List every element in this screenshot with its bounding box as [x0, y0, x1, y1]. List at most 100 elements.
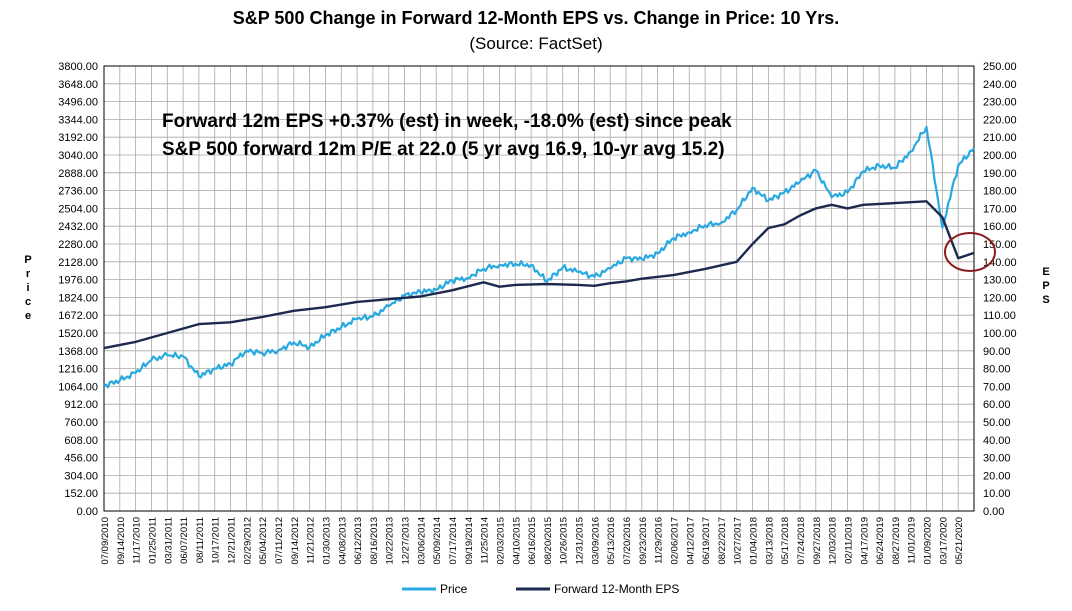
y2-tick-label: 120.00	[983, 292, 1017, 304]
right-axis-ticks: 0.00 10.00 20.00 30.00 40.00 50.00 60.00 70.00 8…	[983, 61, 1017, 518]
x-tick-label: 02/29/2012	[242, 517, 253, 565]
y2-tick-label: 110.00	[983, 310, 1016, 322]
right-axis-title: EPS	[1042, 266, 1049, 306]
y-tick-label: 1824.00	[58, 292, 98, 304]
y2-tick-label: 170.00	[983, 203, 1017, 215]
y-tick-label: 2736.00	[58, 186, 98, 198]
x-tick-label: 11/21/2012	[306, 517, 317, 564]
x-tick-label: 05/09/2014	[432, 517, 443, 565]
chart-title: S&P 500 Change in Forward 12-Month EPS v…	[233, 8, 840, 28]
left-axis-ticks: 0.00 152.00 304.00 456.00 608.00 760.00 912.00…	[58, 61, 98, 518]
x-tick-label: 10/27/2017	[733, 517, 744, 565]
y2-tick-label: 40.00	[983, 435, 1011, 447]
x-tick-label: 11/01/2019	[907, 517, 918, 564]
x-tick-label: 08/22/2017	[717, 517, 728, 565]
x-tick-label: 05/13/2016	[606, 517, 617, 565]
plot-area-border	[103, 65, 975, 512]
x-tick-label: 04/08/2013	[337, 517, 348, 565]
x-tick-label: 08/27/2019	[891, 517, 902, 565]
y-tick-label: 2504.00	[58, 203, 98, 215]
y2-tick-label: 90.00	[983, 346, 1011, 358]
x-tick-label: 11/17/2010	[132, 517, 143, 564]
y-tick-label: 1520.00	[58, 328, 98, 340]
eps-line	[103, 200, 975, 350]
chart-subtitle: (Source: FactSet)	[469, 34, 602, 53]
y-tick-label: 456.00	[64, 453, 98, 465]
y-tick-label: 3648.00	[58, 79, 98, 91]
x-tick-label: 03/06/2014	[416, 517, 427, 565]
x-tick-label: 09/14/2010	[116, 517, 127, 565]
x-tick-label: 12/31/2015	[575, 517, 586, 565]
y-tick-label: 1672.00	[58, 310, 98, 322]
x-tick-label: 07/20/2016	[622, 517, 633, 565]
y-tick-label: 608.00	[64, 435, 98, 447]
x-tick-label: 12/27/2013	[401, 517, 412, 565]
y-axis-title-letter: c	[25, 296, 31, 308]
y-tick-label: 1064.00	[58, 381, 98, 393]
y-axis-title-letter: P	[24, 254, 31, 266]
x-tick-label: 01/30/2013	[321, 517, 332, 565]
x-tick-label: 03/13/2018	[764, 517, 775, 565]
y2-axis-title-letter: S	[1042, 294, 1049, 306]
x-tick-label: 02/06/2017	[669, 517, 680, 565]
x-tick-label: 12/03/2018	[828, 517, 839, 565]
y2-tick-label: 10.00	[983, 488, 1011, 500]
y-tick-label: 1368.00	[58, 346, 98, 358]
x-tick-label: 06/07/2011	[179, 517, 190, 564]
y-tick-label: 2432.00	[58, 221, 98, 233]
y2-axis-title-letter: E	[1042, 266, 1049, 278]
y-tick-label: 304.00	[64, 470, 98, 482]
x-tick-label: 01/25/2011	[147, 517, 158, 564]
x-tick-label: 01/09/2020	[923, 517, 934, 565]
annotation-line-2: S&P 500 forward 12m P/E at 22.0 (5 yr av…	[162, 139, 725, 160]
y2-tick-label: 220.00	[983, 114, 1017, 126]
y-axis-title-letter: e	[25, 310, 31, 322]
x-tick-label: 09/23/2016	[638, 517, 649, 565]
y-tick-label: 3344.00	[58, 114, 98, 126]
x-tick-label: 07/11/2012	[274, 517, 285, 564]
y-axis-title-letter: i	[26, 282, 29, 294]
y2-tick-label: 100.00	[983, 328, 1017, 340]
y-axis-title-letter: r	[26, 268, 31, 280]
y-tick-label: 1976.00	[58, 275, 98, 287]
y2-tick-label: 150.00	[983, 239, 1017, 251]
y2-tick-label: 0.00	[983, 506, 1004, 518]
x-axis-ticks: 07/09/2010 09/14/2010 11/17/2010 01/25/2011…	[100, 517, 965, 565]
y2-tick-label: 30.00	[983, 453, 1011, 465]
x-tick-label: 05/04/2012	[258, 517, 269, 565]
y-tick-label: 3040.00	[58, 150, 98, 162]
y-tick-label: 152.00	[64, 488, 98, 500]
y-tick-label: 2888.00	[58, 168, 98, 180]
x-tick-label: 09/14/2012	[290, 517, 301, 565]
x-tick-label: 02/11/2019	[843, 517, 854, 564]
y2-tick-label: 130.00	[983, 275, 1017, 287]
x-tick-label: 02/03/2015	[495, 517, 506, 565]
x-tick-label: 06/19/2017	[701, 517, 712, 565]
y2-axis-title-letter: P	[1042, 280, 1049, 292]
y-tick-label: 3496.00	[58, 97, 98, 109]
x-tick-label: 07/24/2018	[796, 517, 807, 565]
y2-tick-label: 140.00	[983, 257, 1017, 269]
x-tick-label: 04/12/2017	[685, 517, 696, 565]
x-tick-label: 08/20/2015	[543, 517, 554, 565]
y-tick-label: 912.00	[64, 399, 98, 411]
y-tick-label: 2280.00	[58, 239, 98, 251]
series-lines	[103, 125, 975, 389]
legend: Price Forward 12-Month EPS	[402, 582, 679, 596]
legend-label: Price	[440, 582, 468, 596]
x-tick-label: 04/17/2019	[859, 517, 870, 565]
x-tick-label: 05/17/2018	[780, 517, 791, 565]
x-tick-label: 06/24/2019	[875, 517, 886, 565]
x-tick-label: 01/04/2018	[749, 517, 760, 565]
x-tick-label: 05/21/2020	[954, 517, 965, 565]
y-tick-label: 760.00	[64, 417, 98, 429]
y2-tick-label: 70.00	[983, 381, 1011, 393]
y2-tick-label: 190.00	[983, 168, 1017, 180]
x-tick-label: 07/17/2014	[448, 517, 459, 565]
y-tick-label: 1216.00	[58, 364, 98, 376]
y2-tick-label: 230.00	[983, 97, 1017, 109]
x-tick-label: 03/09/2016	[590, 517, 601, 565]
y2-tick-label: 210.00	[983, 132, 1017, 144]
